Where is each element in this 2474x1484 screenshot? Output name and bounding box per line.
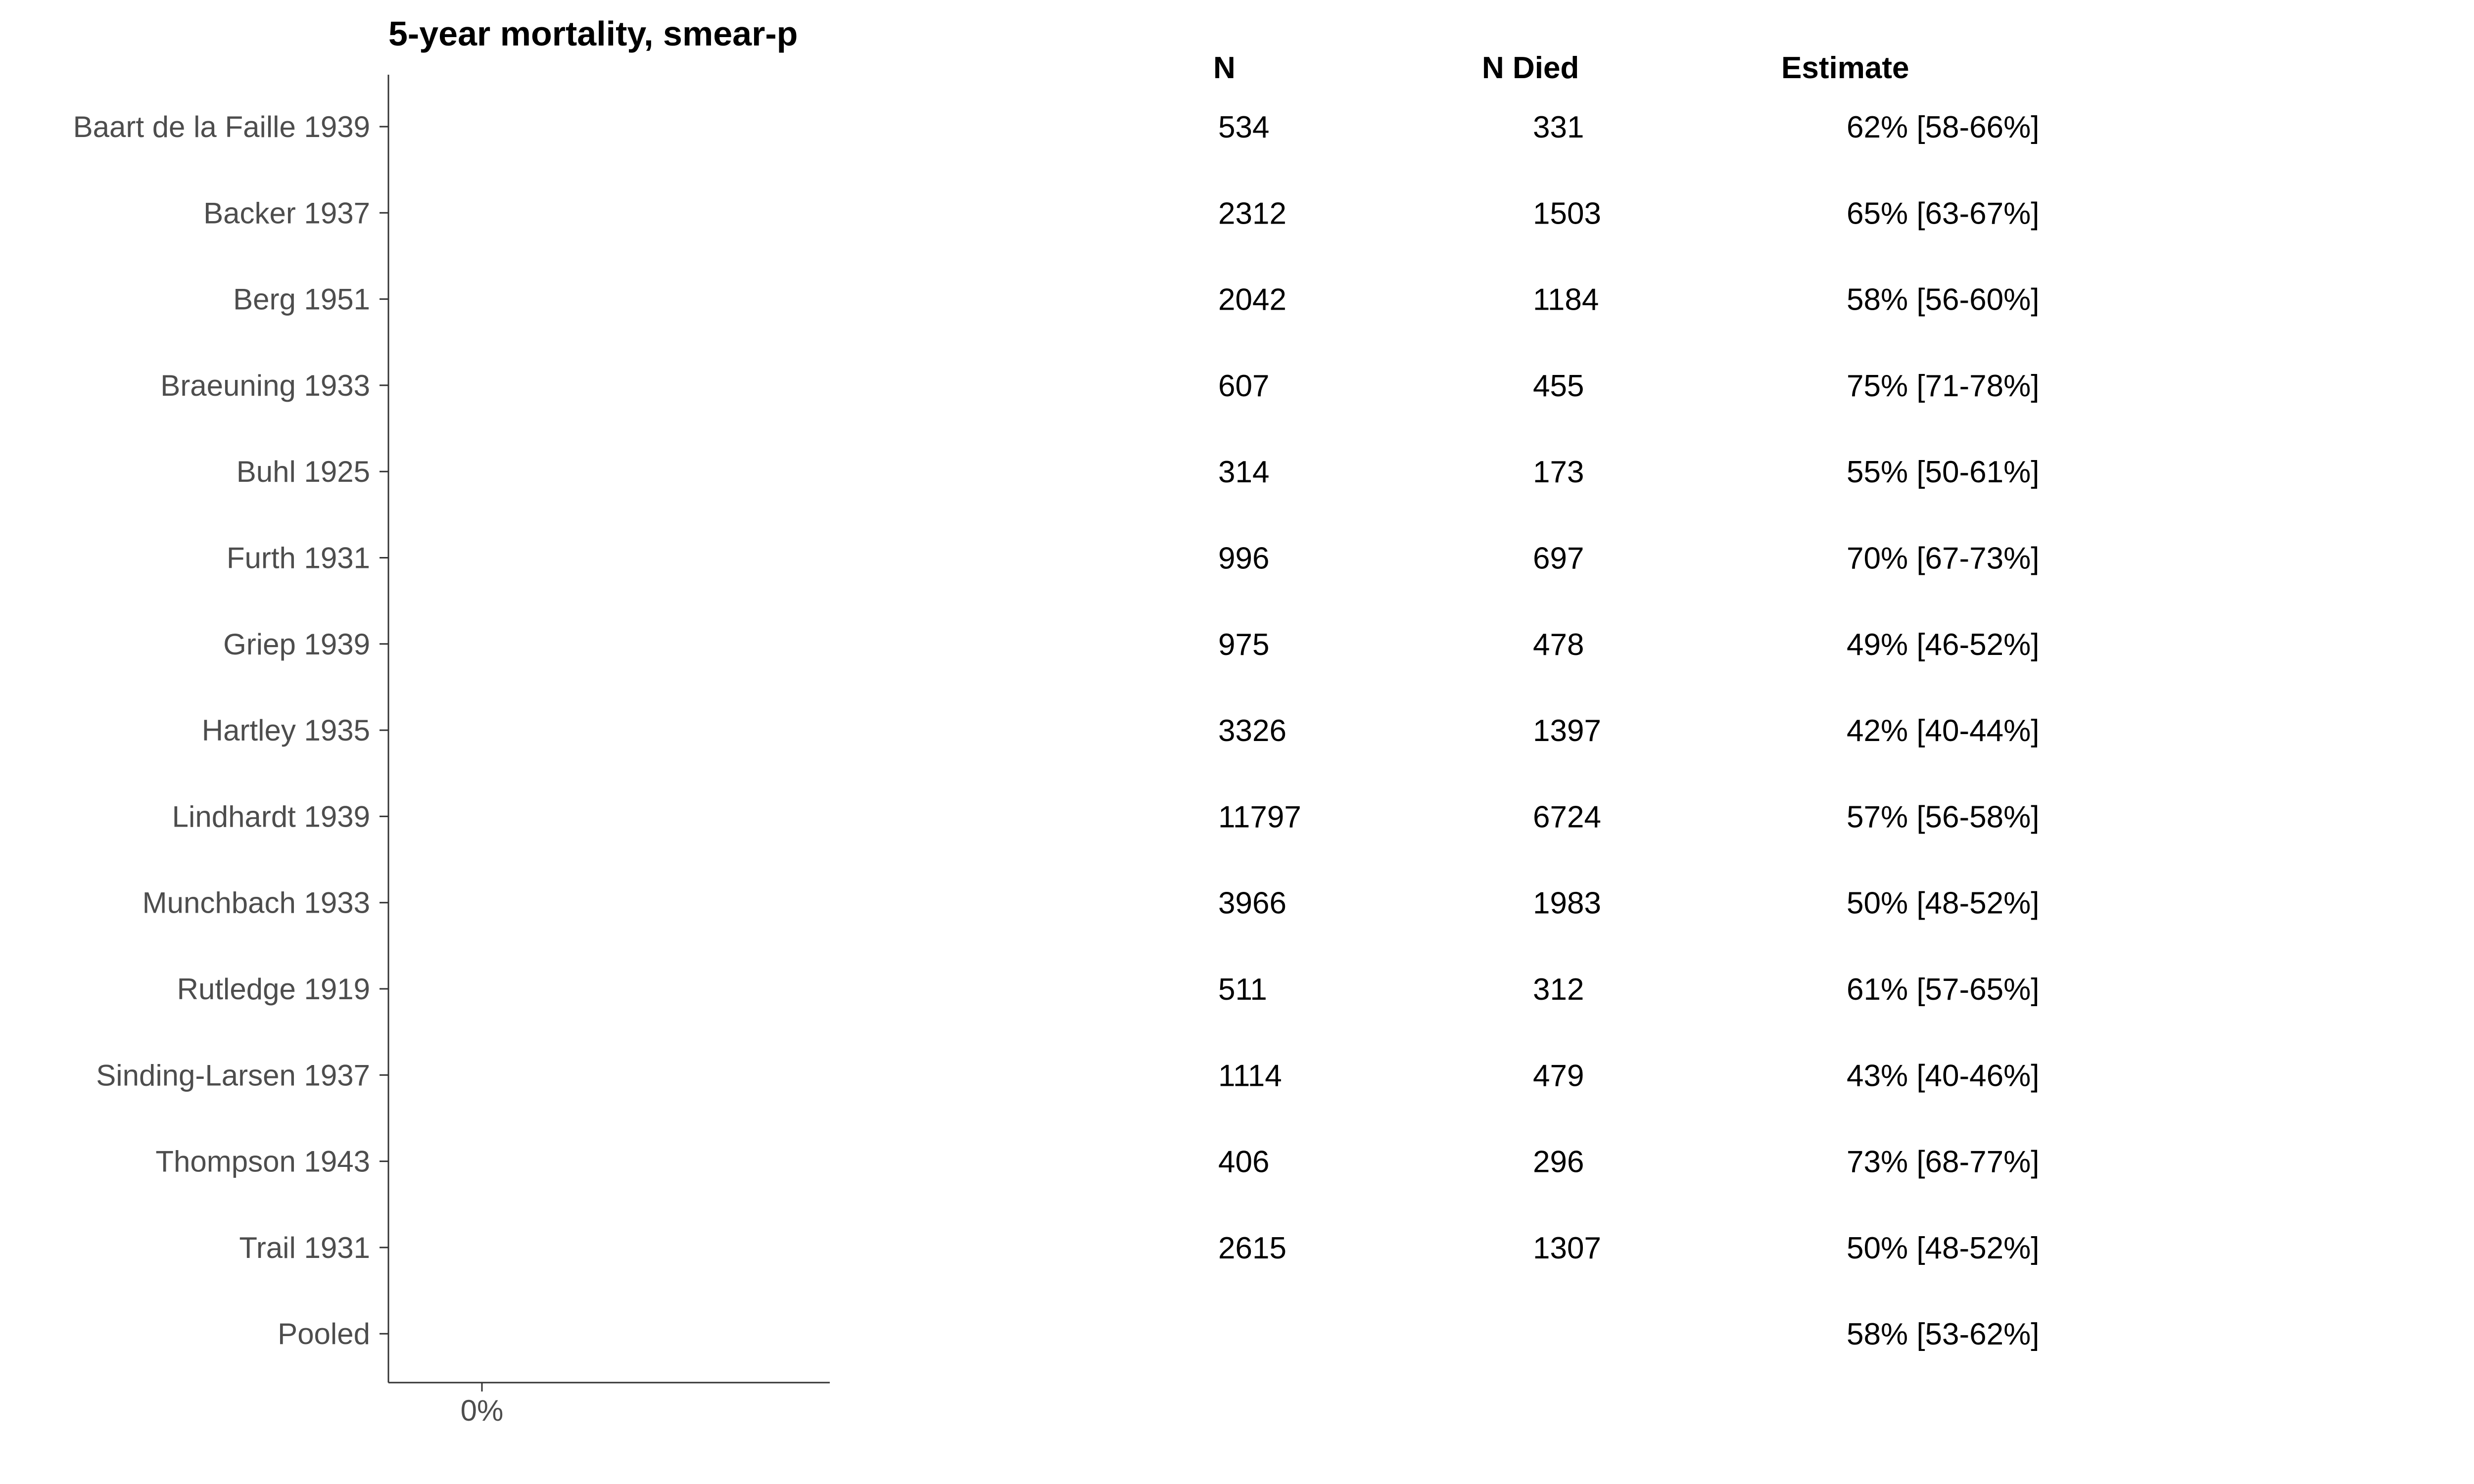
cell-n-died: 455 — [1533, 369, 1584, 403]
study-label: Griep 1939 — [223, 628, 370, 661]
study-label: Buhl 1925 — [237, 455, 370, 488]
cell-n: 2615 — [1218, 1231, 1286, 1265]
x-tick-label: 0% — [461, 1394, 504, 1427]
cell-estimate: 49% [46-52%] — [1847, 628, 2039, 662]
cell-n: 314 — [1218, 455, 1269, 489]
cell-n-died: 478 — [1533, 628, 1584, 662]
study-label: Rutledge 1919 — [177, 973, 370, 1006]
cell-estimate: 43% [40-46%] — [1847, 1059, 2039, 1093]
cell-n: 3326 — [1218, 714, 1286, 748]
cell-n: 2312 — [1218, 196, 1286, 231]
cell-n: 3966 — [1218, 886, 1286, 921]
cell-n-died: 1184 — [1533, 283, 1599, 317]
study-label: Hartley 1935 — [202, 714, 370, 747]
cell-estimate: 50% [48-52%] — [1847, 886, 2039, 921]
cell-n: 975 — [1218, 628, 1269, 662]
cell-estimate: 62% [58-66%] — [1847, 110, 2039, 144]
cell-estimate: 57% [56-58%] — [1847, 800, 2039, 834]
study-rows: Baart de la Faille 1939 534 331 62% [58-66%… — [73, 110, 2040, 1351]
cell-n-died: 296 — [1533, 1145, 1584, 1179]
column-header-n-died: N Died — [1482, 51, 1579, 85]
cell-n: 534 — [1218, 110, 1269, 144]
cell-estimate: 65% [63-67%] — [1847, 196, 2039, 231]
cell-n: 607 — [1218, 369, 1269, 403]
cell-estimate: 75% [71-78%] — [1847, 369, 2039, 403]
cell-n-died: 1983 — [1533, 886, 1601, 921]
cell-n: 511 — [1218, 973, 1267, 1007]
cell-estimate: 70% [67-73%] — [1847, 542, 2039, 576]
chart-title: 5-year mortality, smear-p — [388, 14, 798, 53]
cell-estimate: 61% [57-65%] — [1847, 973, 2039, 1007]
cell-n: 2042 — [1218, 283, 1286, 317]
cell-n-died: 331 — [1533, 110, 1584, 144]
column-header-estimate: Estimate — [1781, 51, 1909, 85]
cell-n: 11797 — [1218, 800, 1301, 834]
cell-n: 996 — [1218, 542, 1269, 576]
column-header-n: N — [1213, 51, 1236, 85]
cell-n-died: 6724 — [1533, 800, 1601, 834]
study-label: Furth 1931 — [227, 542, 370, 575]
study-label: Backer 1937 — [203, 196, 370, 230]
study-label: Sinding-Larsen 1937 — [96, 1059, 370, 1092]
cell-n-died: 173 — [1533, 455, 1584, 489]
cell-estimate: 42% [40-44%] — [1847, 714, 2039, 748]
study-label: Pooled — [278, 1317, 370, 1350]
cell-estimate: 58% [53-62%] — [1847, 1317, 2039, 1351]
cell-n-died: 312 — [1533, 973, 1584, 1007]
study-label: Lindhardt 1939 — [172, 800, 370, 833]
x-axis-ticks: 0% — [461, 1383, 504, 1427]
table-header-row: N N Died Estimate — [1213, 51, 1909, 85]
cell-n-died: 1307 — [1533, 1231, 1601, 1265]
cell-n-died: 479 — [1533, 1059, 1584, 1093]
cell-n-died: 1503 — [1533, 196, 1601, 231]
cell-estimate: 55% [50-61%] — [1847, 455, 2039, 489]
study-label: Berg 1951 — [233, 283, 370, 316]
cell-estimate: 73% [68-77%] — [1847, 1145, 2039, 1179]
study-label: Munchbach 1933 — [143, 886, 370, 920]
cell-n-died: 1397 — [1533, 714, 1601, 748]
cell-n: 406 — [1218, 1145, 1269, 1179]
study-label: Trail 1931 — [239, 1231, 370, 1264]
study-label: Thompson 1943 — [155, 1145, 370, 1178]
cell-n-died: 697 — [1533, 542, 1584, 576]
cell-estimate: 50% [48-52%] — [1847, 1231, 2039, 1265]
study-label: Baart de la Faille 1939 — [73, 110, 370, 143]
cell-estimate: 58% [56-60%] — [1847, 283, 2039, 317]
cell-n: 1114 — [1218, 1059, 1282, 1093]
study-label: Braeuning 1933 — [160, 369, 370, 402]
